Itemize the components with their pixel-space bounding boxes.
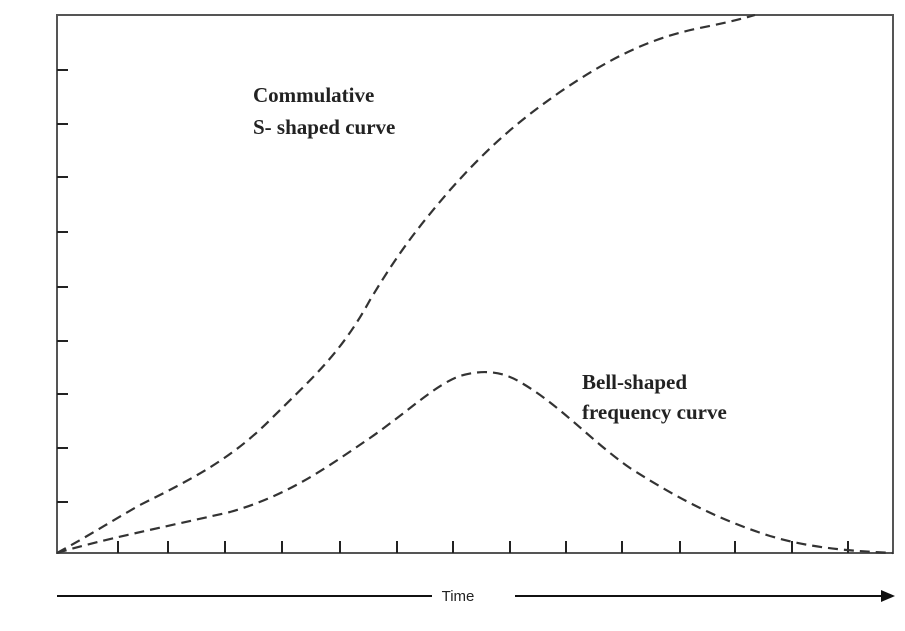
s-curve	[56, 13, 756, 554]
arrow-head	[881, 590, 895, 602]
annotation: Bell-shaped	[582, 370, 687, 394]
bell-curve	[56, 370, 894, 555]
annotation: S- shaped curve	[253, 115, 395, 139]
axis-label: Time	[442, 588, 475, 605]
bottom-ticks	[117, 541, 849, 553]
annotation: Commulative	[253, 83, 374, 107]
left-ticks	[57, 69, 68, 503]
annotation: frequency curve	[582, 400, 727, 424]
frame	[56, 14, 894, 554]
